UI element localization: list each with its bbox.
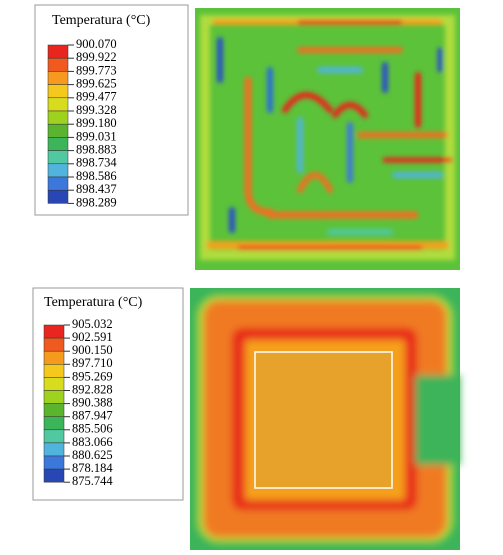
legend-label: 899.477 — [76, 90, 117, 104]
legend-swatch — [47, 176, 69, 191]
legend-label: 899.773 — [76, 63, 117, 77]
legend-swatch — [43, 324, 65, 339]
legend-label: 898.883 — [76, 142, 117, 156]
legend-swatch — [43, 403, 65, 417]
legend-title: Temperatura (°C) — [44, 295, 143, 310]
legend-swatch — [47, 57, 69, 72]
legend-label: 899.031 — [76, 129, 117, 143]
legend-label: 899.922 — [76, 50, 117, 64]
legend-swatch — [47, 84, 69, 99]
legend-swatch — [47, 44, 69, 59]
legend-swatch — [43, 390, 65, 404]
legend-swatch — [43, 337, 65, 352]
legend-label: 899.328 — [76, 103, 117, 117]
legend-swatch — [47, 71, 69, 85]
legend-title: Temperatura (°C) — [52, 13, 151, 28]
legend-swatch — [43, 350, 65, 365]
legend-label: 898.586 — [76, 169, 117, 183]
legend-swatch — [43, 429, 65, 444]
legend-swatch — [43, 416, 65, 431]
legend-swatch — [47, 97, 69, 112]
legend-swatch — [47, 189, 69, 204]
legend-swatch — [43, 468, 65, 483]
legend-label: 900.070 — [76, 37, 117, 51]
legend-label: 895.269 — [72, 369, 113, 383]
legend-label: 885.506 — [72, 422, 113, 436]
legend-label: 897.710 — [72, 356, 113, 370]
legend-swatch — [47, 123, 69, 138]
legend-label: 899.625 — [76, 76, 117, 90]
legend-swatch — [43, 364, 65, 378]
legend-label: 883.066 — [72, 435, 113, 449]
legend-label: 898.289 — [76, 195, 117, 209]
legend-label: 880.625 — [72, 448, 113, 462]
legend-label: 900.150 — [72, 343, 113, 357]
contour-plot-2 — [190, 288, 460, 550]
legend-swatch — [43, 442, 65, 457]
legend-swatch — [47, 150, 69, 165]
contour-plot-1 — [195, 8, 460, 270]
legend-label: 890.388 — [72, 395, 113, 409]
legend-label: 898.437 — [76, 182, 117, 196]
legend-label: 878.184 — [72, 461, 113, 475]
legend-label: 887.947 — [72, 409, 113, 423]
legend-swatch — [47, 163, 69, 178]
legend-label: 892.828 — [72, 382, 113, 396]
legend-label: 905.032 — [72, 317, 113, 331]
legend-swatch — [47, 137, 69, 151]
legend-swatch — [43, 455, 65, 470]
legend-label: 898.734 — [76, 156, 117, 170]
legend-label: 875.744 — [72, 474, 113, 488]
legend-swatch — [43, 377, 65, 391]
legend-swatch — [47, 110, 69, 125]
legend-label: 902.591 — [72, 330, 113, 344]
legend-label: 899.180 — [76, 116, 117, 130]
